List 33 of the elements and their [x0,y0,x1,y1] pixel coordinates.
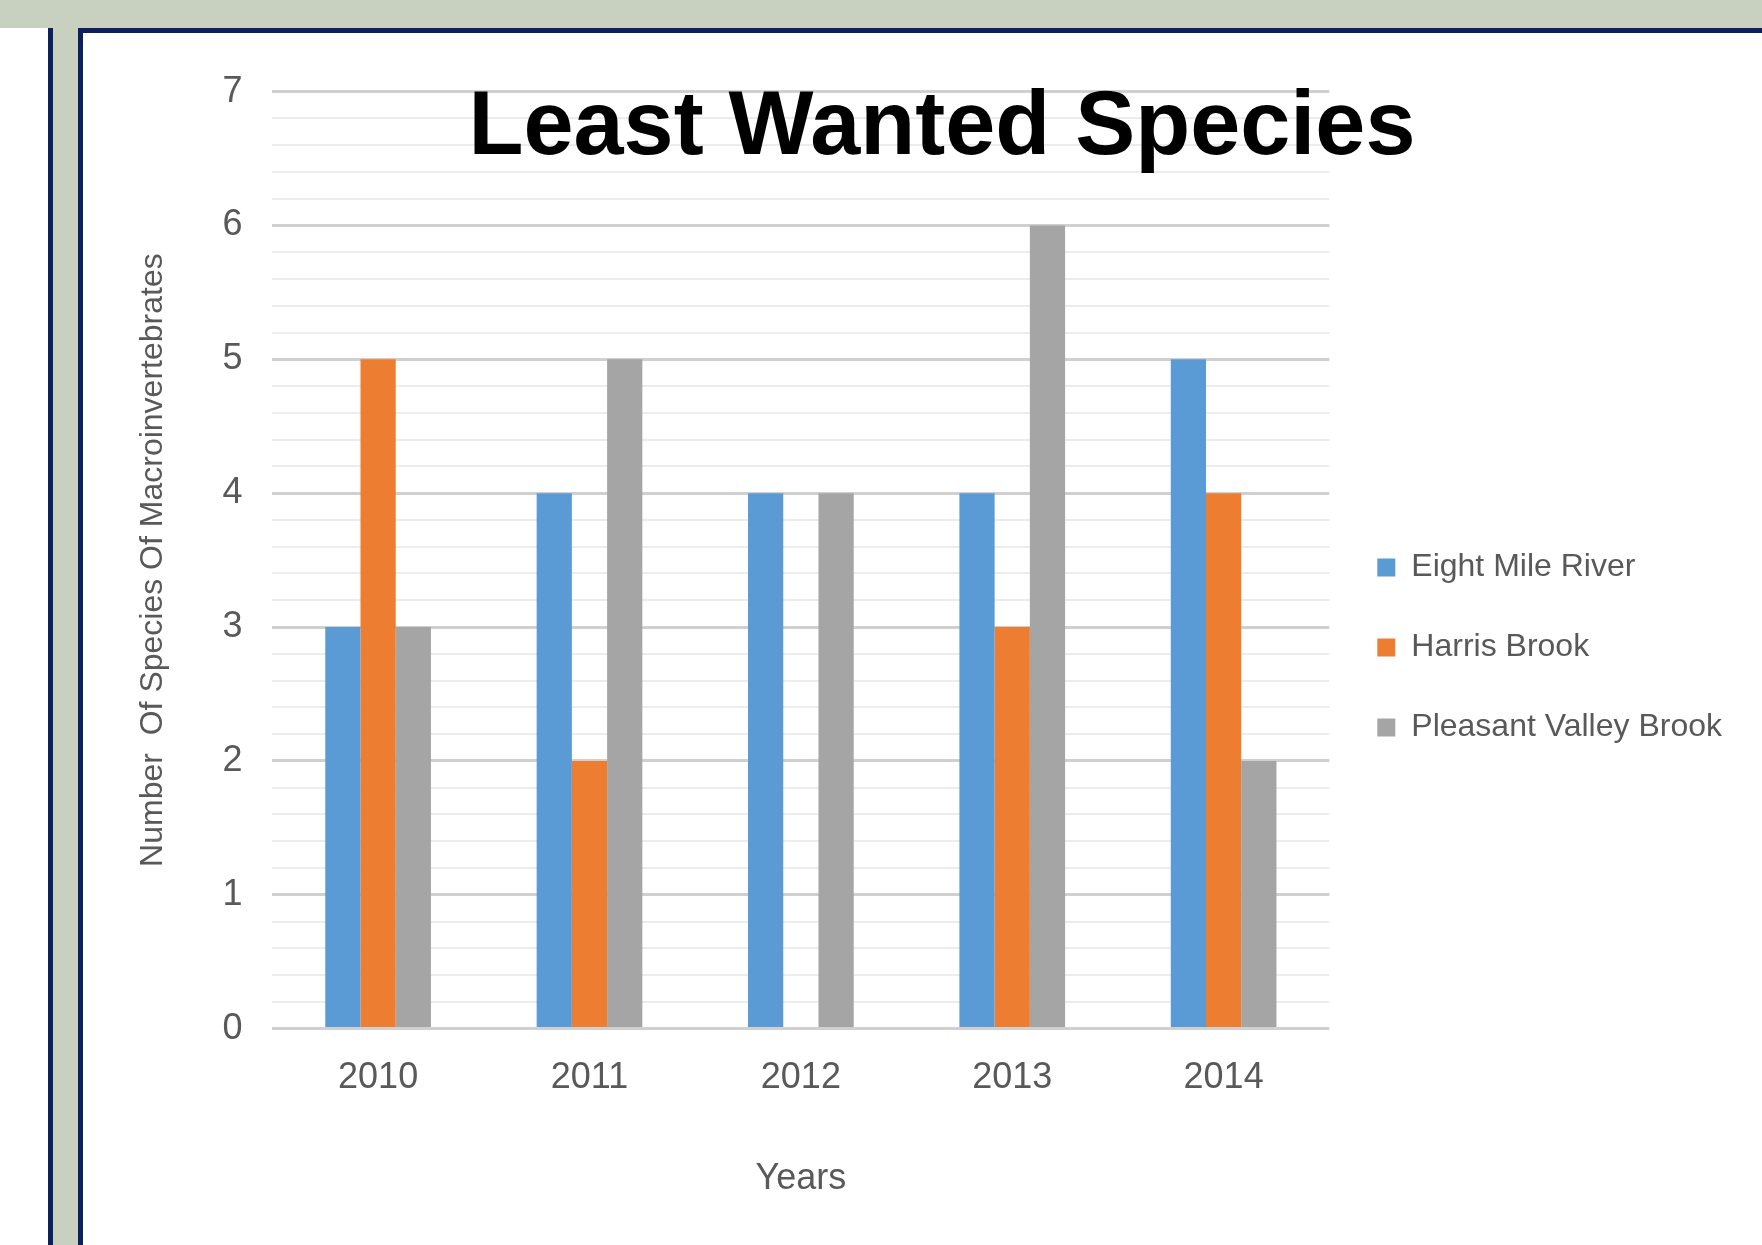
legend-label: Pleasant Valley Brook [1411,707,1723,744]
bar [818,493,854,1028]
legend-label: Harris Brook [1411,627,1591,664]
y-tick-label: 5 [222,336,243,378]
bar [959,493,995,1028]
bar [994,627,1030,1028]
y-tick-label: 2 [222,737,243,779]
y-tick-label: 7 [222,68,243,110]
bar [395,627,431,1028]
y-tick-label: 4 [222,470,243,512]
bar [536,493,572,1028]
y-tick-label: 3 [222,603,243,645]
bar [571,760,608,1028]
y-tick-label: 1 [222,871,243,913]
x-tick-label: 2011 [550,1055,629,1097]
x-tick-label: 2014 [1183,1055,1264,1097]
legend-label: Eight Mile River [1411,547,1636,584]
x-tick-label: 2012 [760,1055,841,1097]
x-tick-label: 2010 [338,1055,419,1097]
x-tick-label: 2013 [972,1055,1053,1097]
bar [748,493,784,1028]
bar [1029,225,1066,1028]
x-axis-title: Years [755,1156,847,1198]
bar [325,627,361,1028]
y-tick-label: 6 [222,202,243,244]
bar [360,359,396,1028]
y-tick-label: 0 [222,1005,243,1047]
chart-title: Least Wanted Species [467,72,1417,175]
y-axis-title: Number Of Species Of Macroinvertebrates [133,253,170,867]
bar [1241,760,1277,1028]
bar [1206,493,1242,1028]
bar [1170,359,1207,1028]
bar [607,359,643,1028]
